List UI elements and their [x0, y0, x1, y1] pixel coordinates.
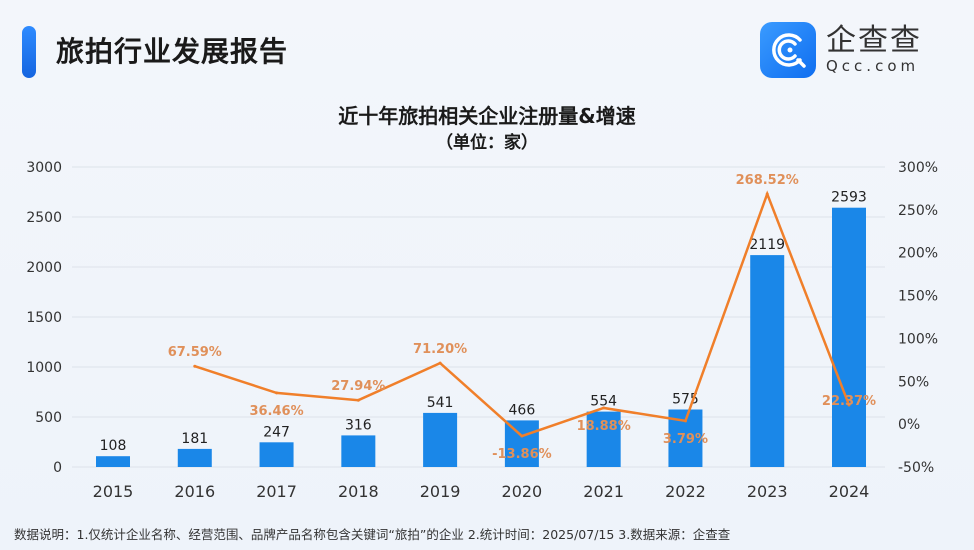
y-right-tick-label: -50%: [898, 460, 934, 476]
chart-title: 近十年旅拍相关企业注册量&增速: [338, 104, 636, 128]
logo-text-cn: 企查查: [826, 23, 922, 58]
bar-value-label: 108: [100, 438, 127, 454]
y-left-tick-label: 3000: [26, 160, 62, 176]
y-right-tick-label: 0%: [898, 417, 920, 433]
growth-label: -13.86%: [492, 447, 552, 462]
growth-point: [356, 398, 360, 402]
growth-point: [602, 406, 606, 410]
bar: [341, 435, 376, 467]
growth-point: [275, 391, 279, 395]
bar: [832, 207, 866, 467]
y-left-tick-label: 2000: [26, 260, 62, 276]
bar: [504, 420, 539, 467]
y-left-tick-label: 0: [53, 460, 62, 476]
bar: [259, 442, 294, 467]
y-right-tick-label: 300%: [898, 160, 938, 176]
growth-label: 18.88%: [577, 419, 631, 434]
growth-point: [847, 403, 851, 407]
bar-value-label: 466: [509, 402, 536, 418]
bar: [586, 411, 621, 467]
y-right-tick-label: 50%: [898, 374, 929, 390]
bar-value-label: 2593: [831, 190, 867, 206]
bar: [750, 255, 785, 467]
growth-label: 22.37%: [822, 394, 876, 409]
y-right-tick-label: 100%: [898, 331, 938, 347]
bar-value-label: 554: [590, 394, 617, 410]
qcc-logo-icon: [760, 22, 816, 78]
y-left-tick-label: 500: [35, 410, 62, 426]
growth-label: 268.52%: [736, 173, 799, 188]
y-left-tick-label: 2500: [26, 210, 62, 226]
bar-value-label: 181: [181, 431, 208, 447]
logo-text-en: Qcc.com: [826, 57, 920, 75]
growth-point: [193, 364, 197, 368]
bar: [96, 456, 130, 467]
growth-label: 71.20%: [413, 342, 467, 357]
x-tick-label: 2015: [93, 482, 134, 501]
y-left-tick-label: 1000: [26, 360, 62, 376]
bar-value-label: 541: [427, 395, 454, 411]
growth-label: 27.94%: [331, 379, 385, 394]
y-right-tick-label: 150%: [898, 289, 938, 305]
growth-point: [683, 419, 687, 423]
x-tick-label: 2019: [420, 482, 461, 501]
growth-label: 67.59%: [168, 345, 222, 360]
growth-point: [438, 361, 442, 365]
x-tick-label: 2020: [502, 482, 543, 501]
growth-label: 3.79%: [663, 432, 708, 447]
header-accent-bar: [22, 26, 36, 78]
y-left-tick-label: 1500: [26, 310, 62, 326]
x-tick-label: 2018: [338, 482, 379, 501]
footnote: 数据说明：1.仅统计企业名称、经营范围、品牌产品名称包含关键词“旅拍”的企业 2…: [14, 527, 731, 542]
bar: [423, 412, 458, 467]
y-right-tick-label: 200%: [898, 246, 938, 262]
qcc-logo: 企查查 Qcc.com: [760, 22, 922, 78]
x-tick-label: 2023: [747, 482, 788, 501]
x-tick-label: 2022: [665, 482, 706, 501]
growth-point: [520, 434, 524, 438]
x-tick-label: 2016: [174, 482, 215, 501]
growth-point: [765, 192, 769, 196]
x-tick-label: 2024: [829, 482, 870, 501]
y-right-tick-label: 250%: [898, 203, 938, 219]
report-title: 旅拍行业发展报告: [56, 35, 289, 68]
bar-value-label: 316: [345, 417, 372, 433]
bar-value-label: 2119: [749, 237, 785, 253]
growth-label: 36.46%: [249, 404, 303, 419]
bar-value-label: 247: [263, 424, 290, 440]
x-tick-label: 2017: [256, 482, 297, 501]
chart-subtitle: （单位：家）: [436, 133, 538, 153]
bar: [177, 448, 212, 467]
x-tick-label: 2021: [583, 482, 624, 501]
